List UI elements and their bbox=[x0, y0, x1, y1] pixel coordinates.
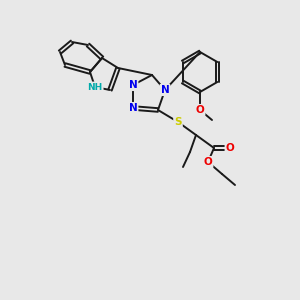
Text: O: O bbox=[196, 105, 204, 115]
Text: N: N bbox=[129, 80, 137, 90]
Text: S: S bbox=[174, 117, 182, 127]
Text: O: O bbox=[226, 143, 234, 153]
Text: O: O bbox=[204, 157, 212, 167]
Text: N: N bbox=[129, 103, 137, 113]
Text: N: N bbox=[160, 85, 169, 95]
Text: NH: NH bbox=[87, 82, 103, 91]
